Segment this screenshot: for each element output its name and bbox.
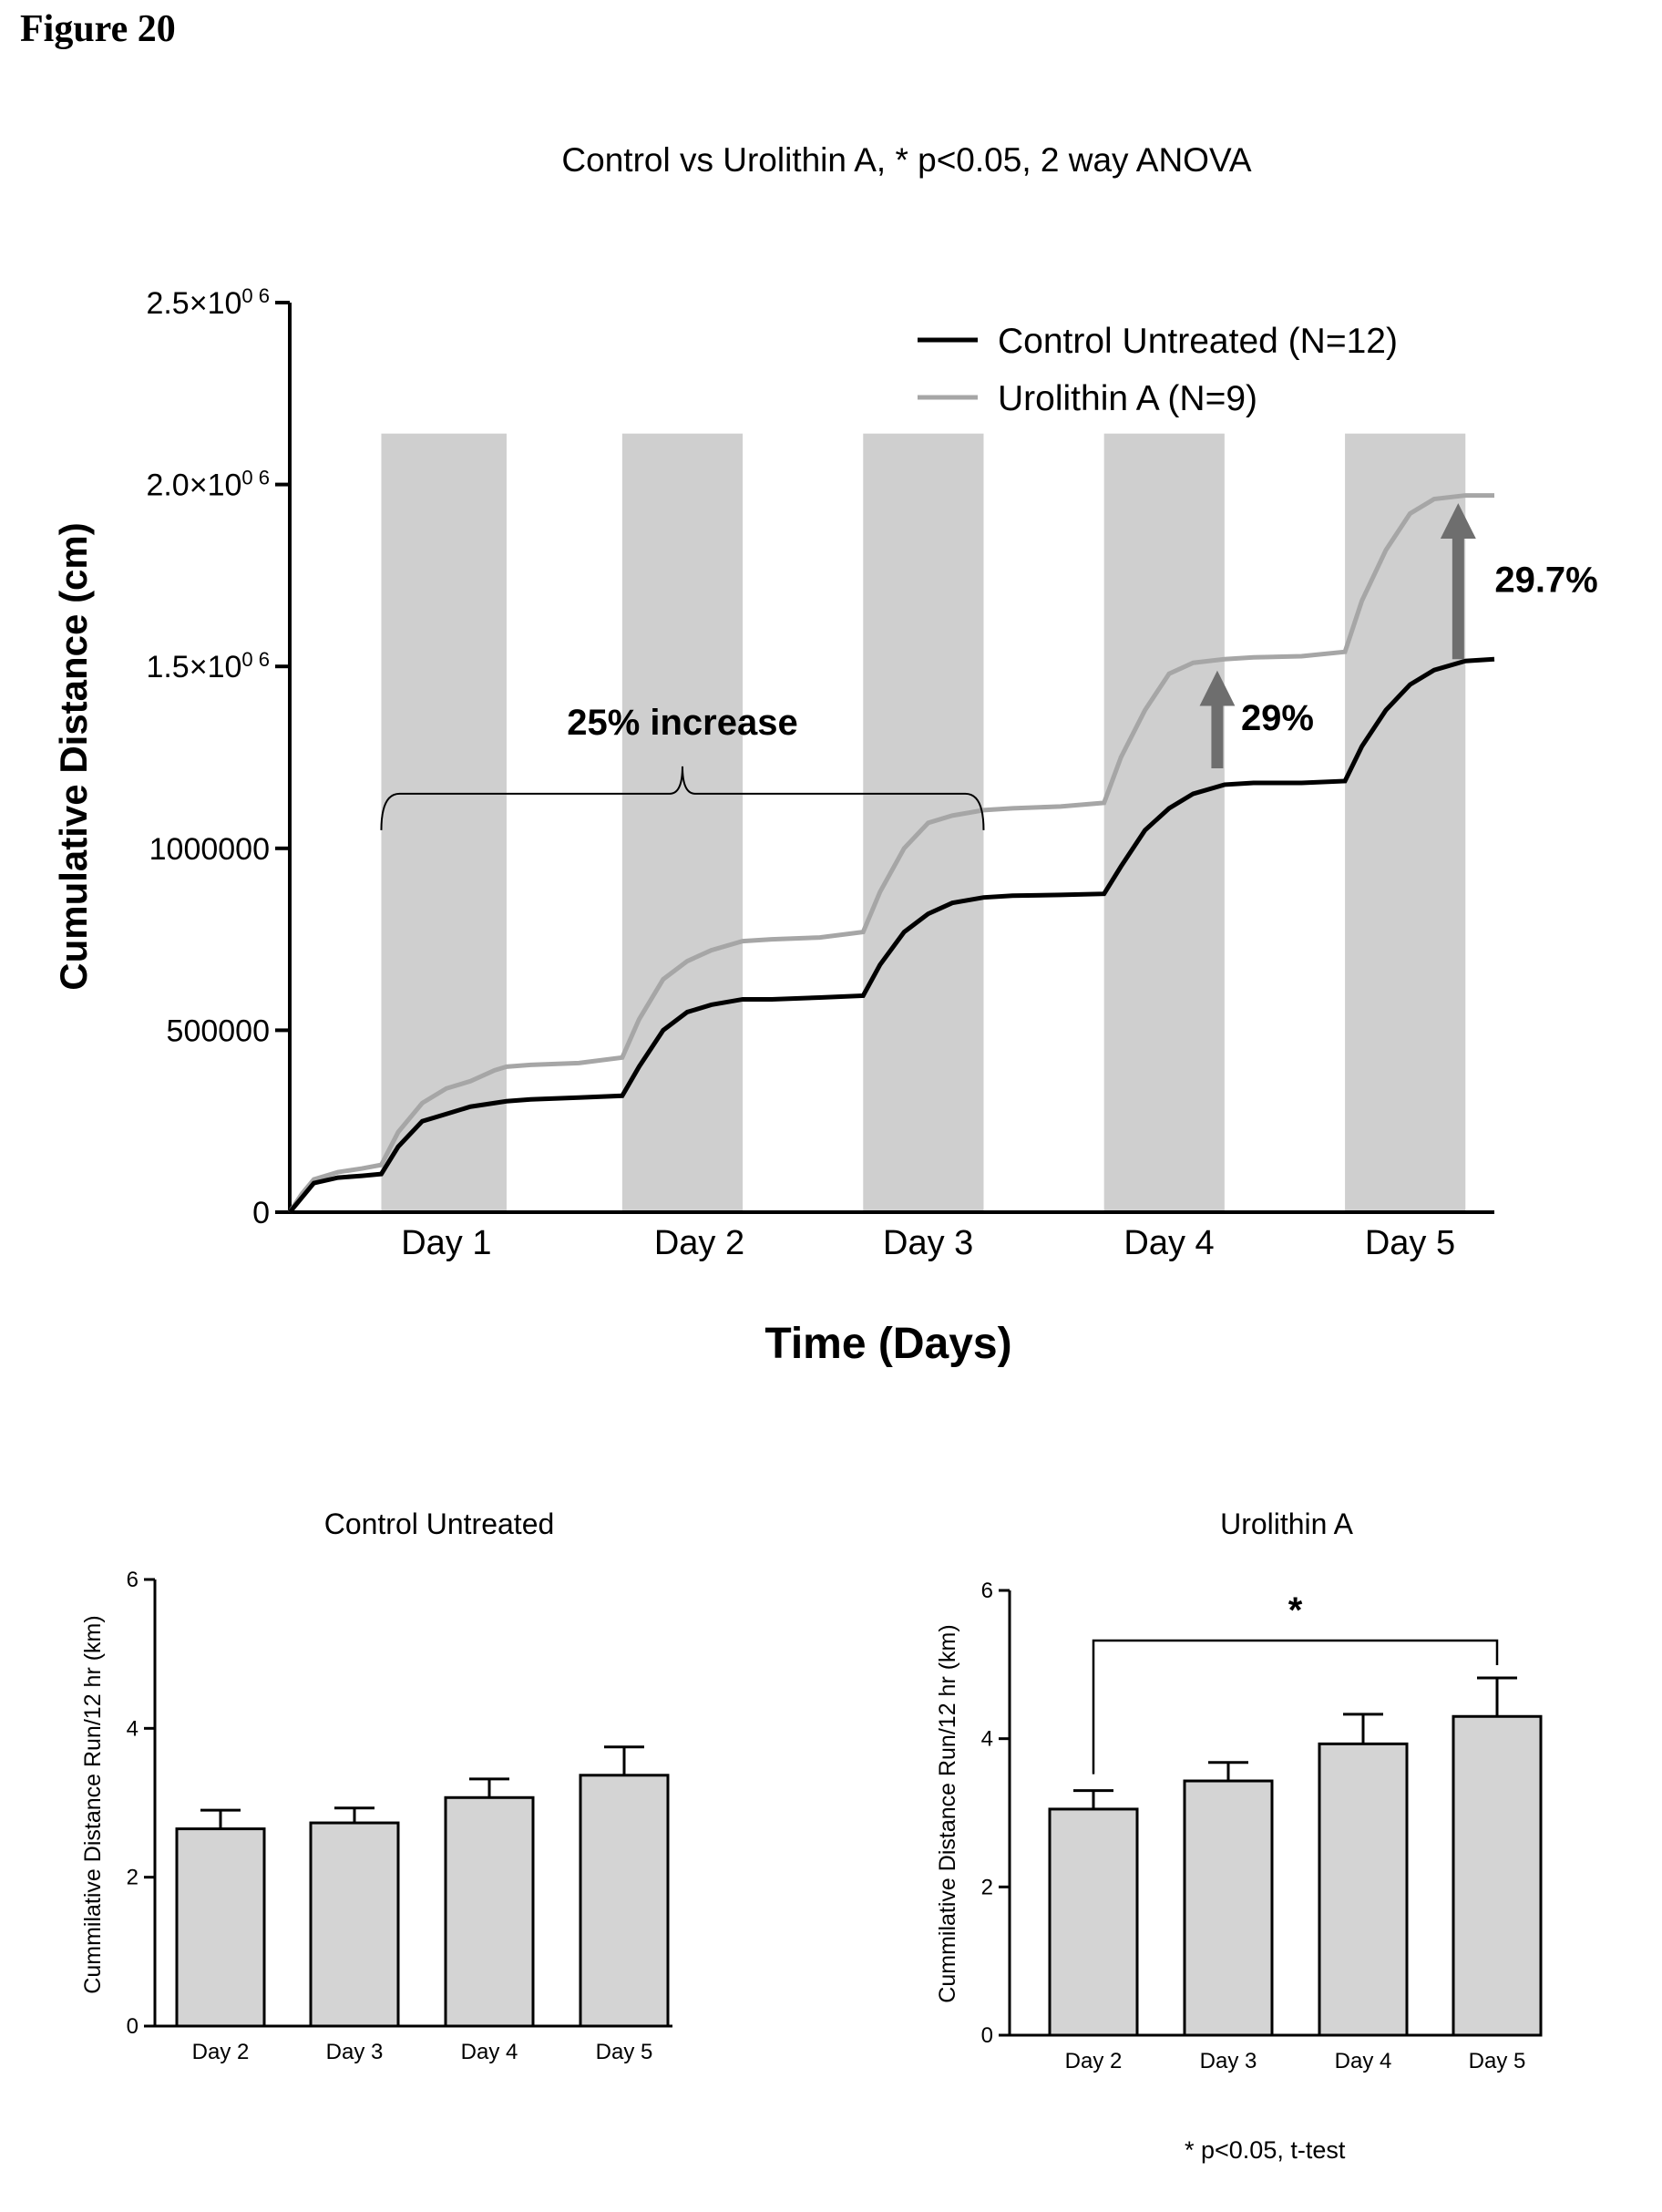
main-x-axis-label: Time (Days) [764, 1320, 1011, 1368]
dark-band-1 [381, 433, 507, 1212]
bar-day-5 [579, 1774, 670, 2028]
annotation-arrow-29-7: 29.7% [1440, 503, 1598, 660]
bar-x-tick-label: Day 4 [1335, 2049, 1392, 2073]
dark-band-5 [1345, 433, 1466, 1212]
dark-band-4 [1103, 433, 1225, 1212]
series-line-control-untreated [288, 656, 1495, 1214]
annotation-29-7-percent: 29.7% [1494, 560, 1597, 600]
bar-day-3 [1183, 1779, 1274, 2037]
main-x-tick-label: Day 3 [883, 1224, 973, 1262]
bar-y-tick-label: 6 [981, 1579, 993, 1603]
significance-star: * [1288, 1590, 1303, 1631]
bar-x-tick-label: Day 2 [1065, 2049, 1123, 2073]
bar-urolithin-y-axis-label: Cummilative Distance Run/12 hr (km) [935, 1624, 960, 2002]
bar-day-2 [1048, 1807, 1139, 2037]
bar-x-tick-label: Day 5 [1469, 2049, 1526, 2073]
bar-chart-urolithin-title: Urolithin A [1220, 1507, 1354, 1540]
bar-x-tick-label: Day 5 [596, 2040, 653, 2064]
main-y-tick-label: 1.5×100 6 [146, 648, 270, 684]
bar-day-2 [175, 1827, 266, 2028]
main-x-tick-label: Day 2 [654, 1224, 744, 1262]
legend-label-control: Control Untreated (N=12) [998, 322, 1398, 361]
bar-y-tick-label: 0 [127, 2014, 138, 2039]
bar-y-tick-label: 2 [981, 1875, 993, 1899]
brace-shape [380, 766, 985, 830]
bars-control: 0 2 4 6 Day 2 Day 3 Day 4 Day 5 [127, 1568, 670, 2064]
annotation-brace-25: 25% increase [380, 703, 985, 830]
bar-y-tick-label: 4 [127, 1716, 138, 1741]
bar-y-tick-label: 2 [127, 1866, 138, 1890]
main-x-tick-label: Day 4 [1123, 1224, 1214, 1262]
bar-day-3 [309, 1821, 400, 2028]
main-legend: Control Untreated (N=12) Urolithin A (N=… [918, 322, 1398, 418]
dark-period-bands [381, 433, 1466, 1212]
bar-x-tick-label: Day 3 [1200, 2049, 1257, 2073]
main-y-tick-label: 0 [252, 1196, 270, 1230]
bar-day-5 [1452, 1714, 1543, 2037]
footnote: * p<0.05, t-test [1185, 2136, 1346, 2164]
bar-y-tick-label: 6 [127, 1568, 138, 1592]
bars-urolithin: 0 2 4 6 Day 2 Day 3 Day 4 Day 5 [981, 1579, 1543, 2073]
significance-bracket: * [1092, 1590, 1499, 1775]
main-y-tick-label: 1000000 [149, 832, 270, 867]
bar-x-tick-label: Day 3 [326, 2040, 384, 2064]
bar-chart-control: Control Untreated 0 2 4 6 Day 2 Day 3 Day 4 Day… [80, 1507, 672, 2064]
main-x-axis-ticks: Day 1 Day 2 Day 3 Day 4 Day 5 [401, 1224, 1455, 1262]
dark-band-3 [863, 433, 984, 1212]
significance-line [1092, 1639, 1499, 1775]
figure-label: Figure 20 [20, 8, 176, 50]
dark-band-2 [621, 433, 744, 1212]
main-y-tick-label: 2.0×100 6 [146, 467, 270, 503]
main-y-tick-label: 500000 [167, 1013, 270, 1048]
main-x-tick-label: Day 5 [1365, 1224, 1455, 1262]
annotation-29-percent: 29% [1241, 698, 1314, 738]
series-line-urolithin-a [287, 493, 1494, 1214]
main-y-tick-label: 2.5×100 6 [146, 284, 270, 321]
bar-y-tick-label: 4 [981, 1727, 993, 1752]
bar-day-4 [444, 1795, 535, 2028]
bar-chart-control-title: Control Untreated [324, 1507, 555, 1540]
main-line-chart: Control vs Urolithin A, * p<0.05, 2 way … [52, 141, 1598, 1368]
bar-day-4 [1318, 1742, 1409, 2037]
bar-y-tick-label: 0 [981, 2023, 993, 2048]
legend-label-urolithin: Urolithin A (N=9) [998, 379, 1257, 418]
bar-x-tick-label: Day 4 [461, 2040, 518, 2064]
annotation-25-increase: 25% increase [567, 703, 798, 743]
bar-chart-urolithin: Urolithin A 0 2 4 6 Day 2 Day 3 Day 4 Day 5 Cum… [935, 1507, 1543, 2073]
main-y-axis-label: Cumulative Distance (cm) [52, 522, 95, 990]
main-x-tick-label: Day 1 [401, 1224, 491, 1262]
main-y-axis-ticks: 0 500000 1000000 1.5×100 6 2.0×100 6 2.5×100 … [146, 284, 290, 1230]
annotation-arrow-29: 29% [1199, 670, 1314, 768]
bar-x-tick-label: Day 2 [192, 2040, 250, 2064]
main-chart-title: Control vs Urolithin A, * p<0.05, 2 way … [561, 141, 1251, 179]
bar-control-y-axis-label: Cummilative Distance Run/12 hr (km) [80, 1615, 106, 1993]
